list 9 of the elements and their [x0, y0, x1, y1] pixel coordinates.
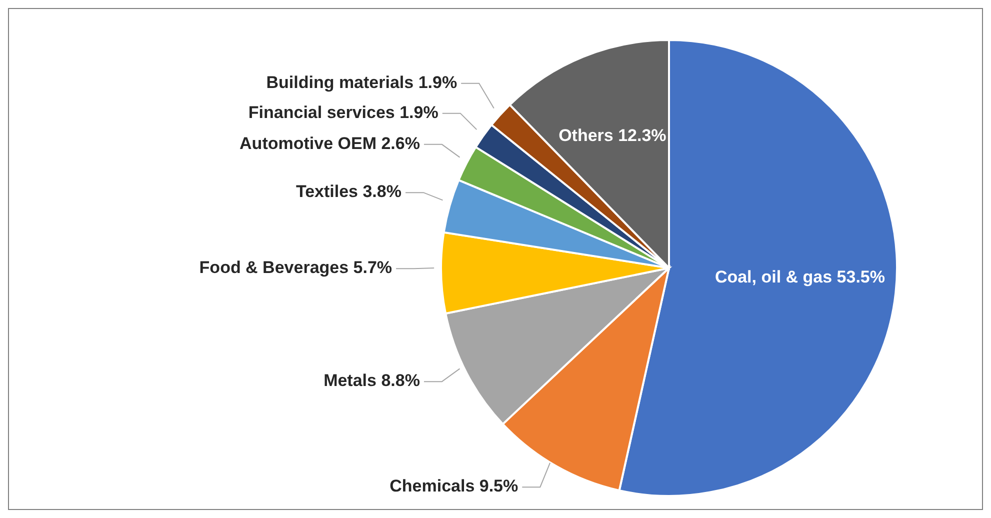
slice-label: Building materials 1.9%: [266, 72, 458, 92]
slice-label: Metals 8.8%: [324, 371, 420, 390]
slice-label: Chemicals 9.5%: [390, 476, 518, 496]
slice-label: Others 12.3%: [558, 126, 666, 145]
slice-label: Textiles 3.8%: [296, 182, 402, 202]
slice-label: Food & Beverages 5.7%: [199, 258, 392, 278]
slice-label: Financial services 1.9%: [248, 102, 438, 122]
slice-label: Automotive OEM 2.6%: [240, 134, 420, 153]
slice-label: Coal, oil & gas 53.5%: [714, 267, 886, 286]
